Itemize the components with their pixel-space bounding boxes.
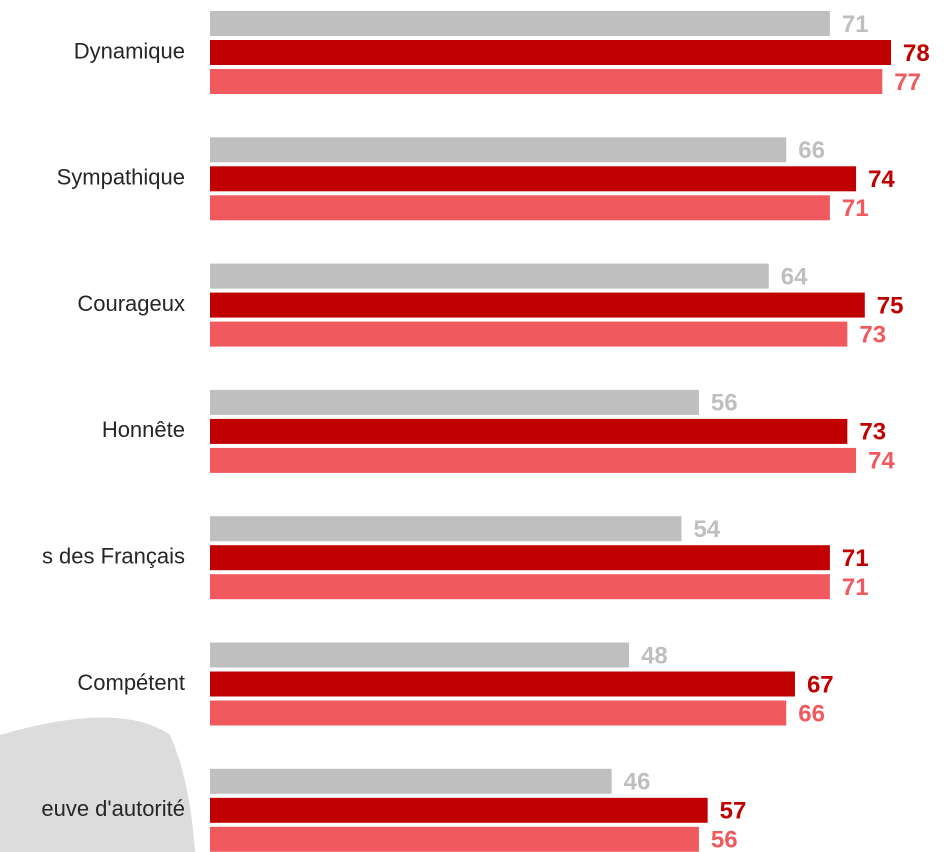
bar	[210, 545, 830, 570]
bar	[210, 137, 786, 162]
value-label: 71	[842, 545, 869, 572]
value-label: 46	[624, 769, 651, 796]
bar	[210, 419, 847, 444]
bar	[210, 672, 795, 697]
bar	[210, 195, 830, 220]
value-label: 75	[877, 292, 904, 319]
bar	[210, 40, 891, 65]
category-label: Dynamique	[74, 38, 185, 63]
value-label: 74	[868, 166, 895, 193]
category-label: s des Français	[42, 544, 185, 569]
category-label: Honnête	[102, 417, 185, 442]
value-label: 71	[842, 574, 869, 601]
bar	[210, 574, 830, 599]
bar	[210, 322, 847, 347]
bar	[210, 264, 769, 289]
value-label: 54	[693, 516, 720, 543]
value-label: 57	[720, 798, 747, 825]
category-label: Compétent	[77, 670, 185, 695]
value-label: 71	[842, 11, 869, 38]
category-label: Courageux	[77, 291, 185, 316]
value-label: 74	[868, 448, 895, 475]
value-label: 73	[859, 419, 886, 446]
bar	[210, 827, 699, 852]
value-label: 66	[798, 700, 825, 727]
category-label: euve d'autorité	[41, 796, 185, 821]
bar	[210, 11, 830, 36]
value-label: 71	[842, 195, 869, 222]
value-label: 64	[781, 263, 808, 290]
bar	[210, 516, 681, 541]
value-label: 66	[798, 137, 825, 164]
value-label: 56	[711, 390, 738, 417]
bar	[210, 69, 882, 94]
value-label: 67	[807, 671, 834, 698]
bar	[210, 448, 856, 473]
bar	[210, 390, 699, 415]
bar	[210, 701, 786, 726]
background-shape	[0, 718, 195, 852]
bar	[210, 643, 629, 668]
bar	[210, 798, 708, 823]
value-label: 56	[711, 827, 738, 852]
chart: Dynamique717877Sympathique667471Courageu…	[0, 0, 947, 852]
value-label: 48	[641, 642, 668, 669]
bar	[210, 166, 856, 191]
category-label: Sympathique	[57, 165, 185, 190]
page: Dynamique717877Sympathique667471Courageu…	[0, 0, 947, 852]
value-label: 73	[859, 321, 886, 348]
bar	[210, 293, 865, 318]
value-label: 77	[894, 69, 921, 96]
bar	[210, 769, 612, 794]
value-label: 78	[903, 40, 930, 67]
